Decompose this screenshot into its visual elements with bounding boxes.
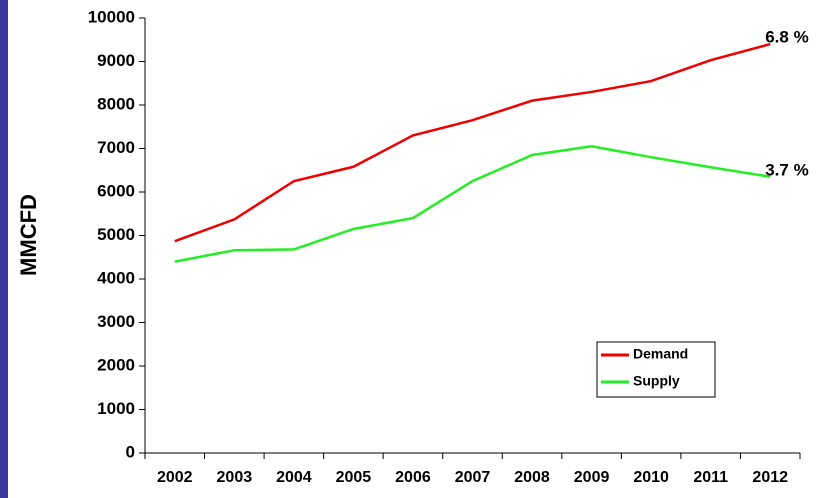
legend-label: Supply	[633, 373, 680, 389]
y-tick-label: 1000	[97, 399, 135, 418]
x-tick-label: 2008	[514, 469, 550, 486]
line	[174, 145, 771, 263]
y-tick-label: 6000	[97, 181, 135, 200]
x-tick-label: 2011	[693, 469, 728, 486]
x-tick-label: 2012	[752, 469, 788, 486]
y-tick-label: 5000	[97, 225, 135, 244]
x-tick-label: 2006	[395, 469, 431, 486]
legend-box	[596, 341, 716, 398]
y-tick-label: 4000	[97, 268, 135, 287]
x-tick-label: 2003	[217, 469, 253, 486]
x-tick-label: 2005	[336, 469, 372, 486]
legend-label: Demand	[633, 346, 688, 362]
y-tick-label: 7000	[97, 138, 135, 157]
y-tick-label: 2000	[97, 355, 135, 374]
y-tick-label: 9000	[97, 51, 135, 70]
x-tick-label: 2007	[455, 469, 491, 486]
annotation: 6.8 %	[765, 28, 808, 47]
x-tick-label: 2002	[157, 469, 193, 486]
x-tick-label: 2009	[574, 469, 610, 486]
y-tick-label: 10000	[88, 7, 135, 26]
y-tick-label: 8000	[97, 94, 135, 113]
y-axis-label: MMCFD	[16, 194, 41, 276]
side-strip	[0, 0, 8, 498]
annotation: 3.7 %	[765, 160, 808, 179]
x-tick-label: 2010	[633, 469, 669, 486]
y-tick-label: 3000	[97, 312, 135, 331]
y-tick-label: 0	[126, 442, 135, 461]
line	[174, 42, 771, 243]
x-tick-label: 2004	[276, 469, 312, 486]
